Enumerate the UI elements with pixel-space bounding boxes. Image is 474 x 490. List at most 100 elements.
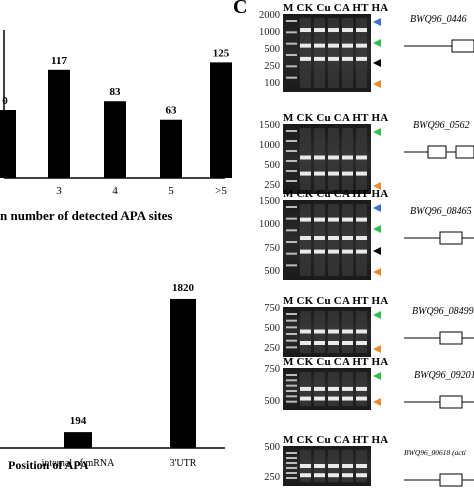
gel-band <box>356 329 367 334</box>
bar-value-label: 125 <box>213 47 230 59</box>
gel-band <box>300 28 311 33</box>
green-arrow-icon <box>373 225 381 234</box>
gel-band <box>356 171 367 176</box>
ladder-band <box>286 150 297 152</box>
ladder-band <box>286 180 297 182</box>
gel-band <box>328 28 339 33</box>
gene-structure-diagram <box>404 395 474 409</box>
gel-band <box>300 386 311 391</box>
ladder-size-label: 500 <box>264 396 280 407</box>
gel-band <box>314 329 325 334</box>
gene-name: BWQ96_09201 <box>414 370 474 381</box>
ladder-band <box>286 326 297 329</box>
apa-position-chart: 194 internal of mRNA 1820 3'UTR <box>0 282 225 469</box>
exon-box <box>451 39 474 53</box>
gel-band <box>356 464 367 468</box>
gel-image <box>283 368 371 410</box>
ladder-band <box>286 229 297 232</box>
exon-box <box>455 145 474 159</box>
ladder-band <box>286 384 297 387</box>
gel-band <box>300 56 311 61</box>
ladder-size-label: 750 <box>264 242 280 254</box>
gel-image <box>283 200 371 280</box>
gel-band <box>300 171 311 176</box>
gel-band <box>314 236 325 240</box>
gel-band <box>300 464 311 468</box>
gel-lanes <box>286 372 367 406</box>
ladder-band <box>286 160 297 162</box>
ladder-band <box>286 333 297 335</box>
gel-lanes <box>286 18 367 88</box>
blue-arrow-icon <box>373 204 381 212</box>
orange-arrow-icon <box>373 268 381 276</box>
lane-smear <box>328 18 339 88</box>
gene-structure-diagram <box>404 145 474 159</box>
ladder-band <box>286 457 297 459</box>
gel-band <box>328 329 339 334</box>
gel-band <box>356 249 367 254</box>
gel-band <box>314 249 325 254</box>
gene-structure-diagram <box>404 231 474 245</box>
orange-arrow-icon <box>373 80 381 88</box>
gel-band <box>342 386 353 391</box>
exon-box <box>439 231 463 245</box>
ladder-size-label: 1000 <box>259 219 280 231</box>
lane-header: M CK Cu CA HT HA <box>283 295 389 307</box>
ladder-band <box>286 170 297 172</box>
exon-box <box>439 395 463 409</box>
bar-0 <box>0 110 16 178</box>
tick-label: 3 <box>56 185 62 197</box>
ladder-band <box>286 400 297 403</box>
ladder-band <box>286 130 297 132</box>
gel-band <box>328 341 339 345</box>
lane-header: M CK Cu CA HT HA <box>283 188 389 200</box>
bar-value-label: 194 <box>70 415 87 427</box>
lane-header: M CK Cu CA HT HA <box>283 2 389 14</box>
gel-band <box>314 171 325 176</box>
orange-arrow-icon <box>373 398 381 406</box>
tick-label: 3'UTR <box>170 458 197 469</box>
ladder-band <box>286 339 297 342</box>
ladder-band <box>286 140 297 142</box>
gel-band <box>314 386 325 391</box>
gel-band <box>328 236 339 240</box>
ladder-band <box>286 252 297 255</box>
tick-label: 5 <box>168 185 174 197</box>
gel-band <box>314 28 325 33</box>
gel-band <box>300 236 311 240</box>
bar-value-label: 83 <box>110 86 122 98</box>
exon-box <box>439 331 463 345</box>
gel-band <box>314 43 325 48</box>
bar-3 <box>160 119 182 178</box>
gel-band <box>342 28 353 33</box>
exon-box <box>427 145 447 159</box>
gel-image <box>283 14 371 92</box>
gel-band <box>342 155 353 160</box>
orange-arrow-icon <box>373 345 381 353</box>
gel-lanes <box>286 128 367 190</box>
gel-band <box>328 464 339 468</box>
ladder-size-label: 500 <box>264 160 280 171</box>
gene-name: BWQ96_0446 <box>410 14 467 25</box>
blue-arrow-icon <box>373 18 381 26</box>
ladder-band <box>286 462 297 464</box>
ladder-size-label: 1500 <box>259 196 280 207</box>
gel-band <box>342 217 353 222</box>
ladder-band <box>286 31 297 34</box>
tick-label: >5 <box>215 185 227 197</box>
gene-structure-diagram <box>404 473 474 487</box>
lane-smear <box>300 18 311 88</box>
gel-band <box>314 155 325 160</box>
gel-band <box>328 396 339 401</box>
green-arrow-icon <box>373 128 381 136</box>
bar-value-label: 1820 <box>172 282 195 294</box>
ladder-band <box>286 54 297 56</box>
gel-band <box>342 249 353 254</box>
gel-band <box>356 236 367 240</box>
ladder-band <box>286 472 297 474</box>
lane-smear <box>314 18 325 88</box>
lane-header: M CK Cu CA HT HA <box>283 112 389 124</box>
lane-header: M CK Cu CA HT HA <box>283 434 389 446</box>
gel-band <box>342 43 353 48</box>
gel-band <box>300 396 311 401</box>
